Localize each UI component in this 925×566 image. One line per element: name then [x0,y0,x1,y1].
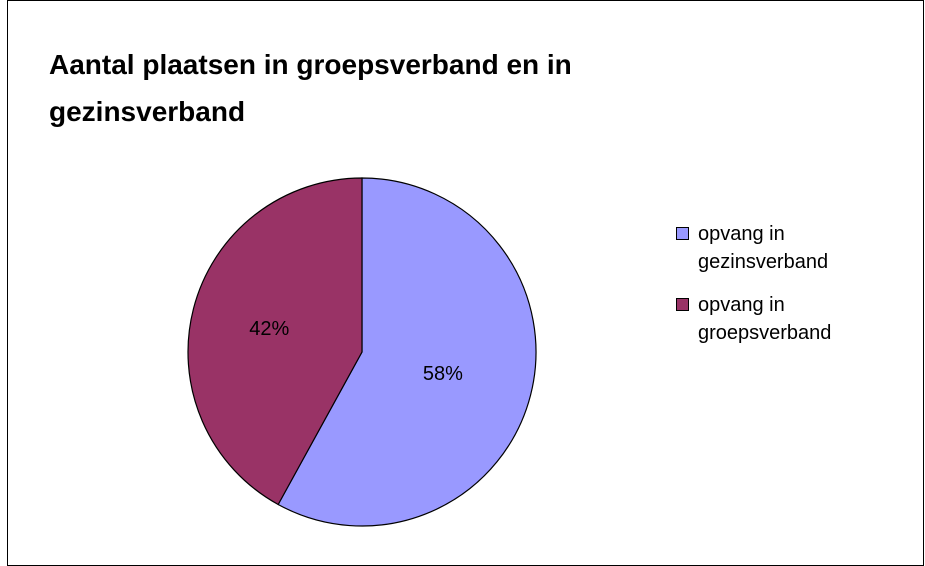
chart-title: Aantal plaatsen in groepsverband en in g… [49,49,572,127]
legend-swatch-groepsverband [676,298,689,311]
pie-labels: 58% 42% [249,318,463,385]
legend-item-groepsverband: opvang in groepsverband [672,291,902,347]
legend-label-groepsverband: opvang in groepsverband [698,294,832,344]
legend-item-gezinsverband: opvang in gezinsverband [672,220,902,276]
pie-label-1: 42% [249,318,289,340]
pie-slice-1 [187,177,363,506]
legend-swatch-gezinsverband [676,227,689,240]
chart-legend: opvang in gezinsverband opvang in groeps… [672,220,902,362]
pie-label-0: 58% [423,363,463,385]
pie-slices [187,177,537,527]
pie-slice-0 [277,177,537,527]
legend-label-gezinsverband: opvang in gezinsverband [698,223,829,273]
